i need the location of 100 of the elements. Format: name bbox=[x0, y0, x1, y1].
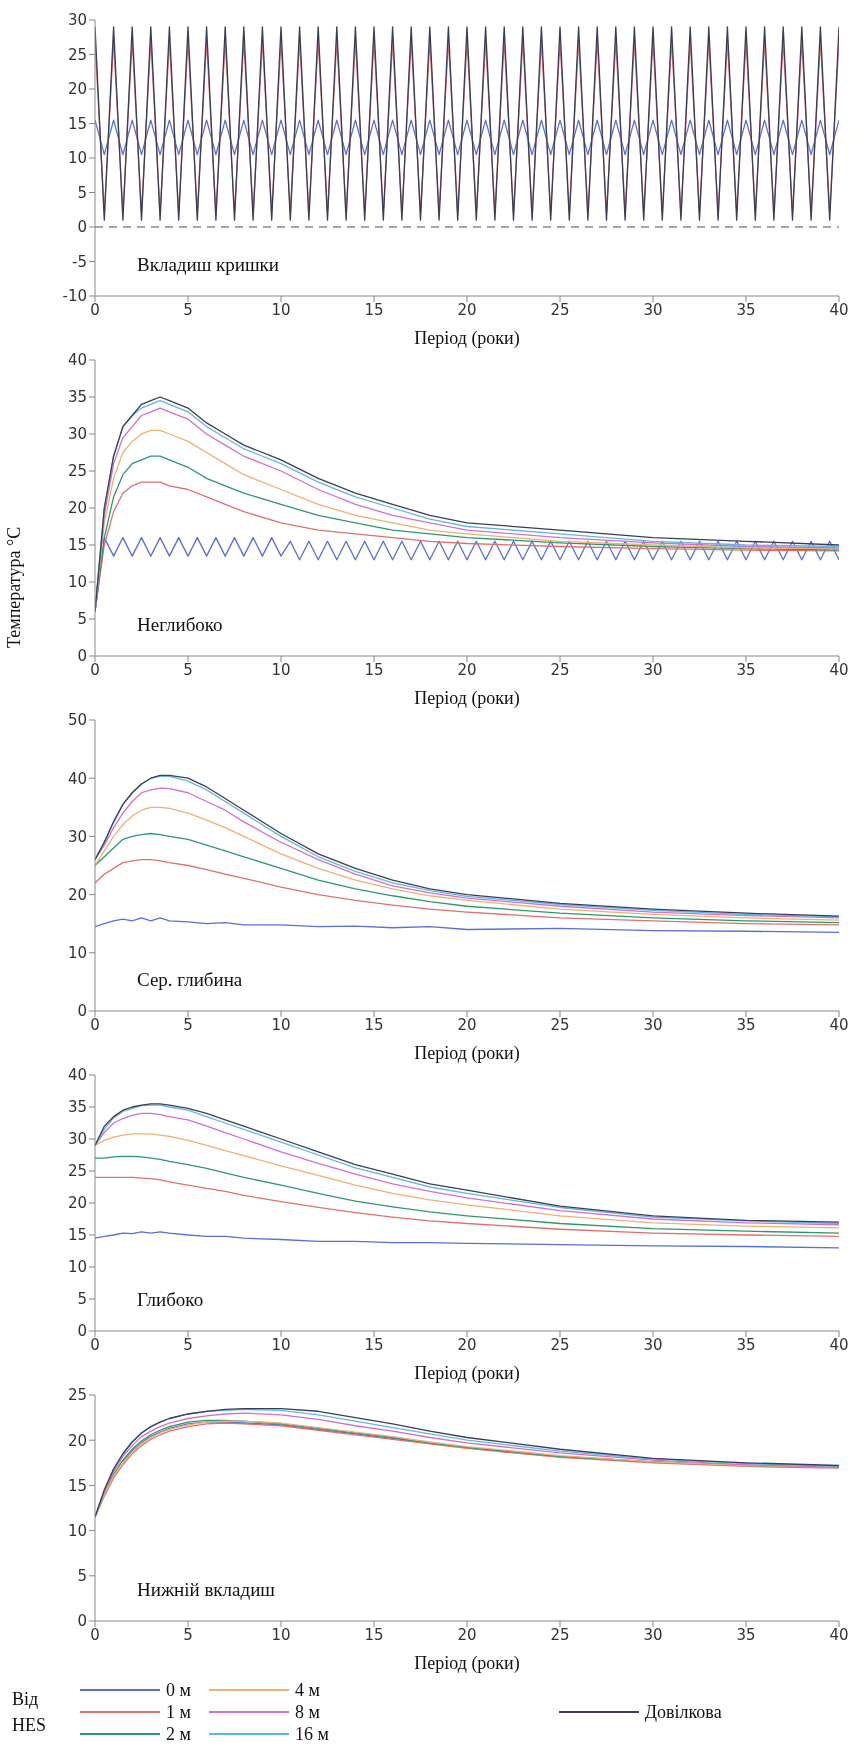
x-tick-label: 0 bbox=[90, 1625, 100, 1644]
annotation: Сер. глибина bbox=[137, 969, 243, 991]
x-tick-label: 15 bbox=[364, 660, 384, 679]
y-tick-label: 10 bbox=[67, 149, 87, 168]
line-series bbox=[95, 832, 839, 924]
legend-label: 8 м bbox=[294, 1701, 320, 1723]
y-tick-label: 35 bbox=[67, 388, 87, 407]
legend-title: Від HES bbox=[12, 1688, 47, 1737]
y-tick-label: 0 bbox=[77, 1612, 87, 1631]
x-tick-label: 30 bbox=[643, 1015, 663, 1034]
y-tick-label: 15 bbox=[67, 114, 87, 133]
x-tick-label: 15 bbox=[364, 1625, 384, 1644]
annotation: Неглибоко bbox=[137, 614, 223, 636]
line-series bbox=[95, 917, 839, 934]
legend-label: 0 м bbox=[166, 1679, 191, 1701]
line-series bbox=[95, 1176, 839, 1237]
y-tick-label: 20 bbox=[67, 1194, 87, 1213]
y-tick-label: 40 bbox=[67, 351, 87, 370]
y-tick-label: 25 bbox=[67, 1386, 87, 1405]
y-tick-label: 25 bbox=[67, 462, 87, 481]
y-tick-label: 0 bbox=[77, 1002, 87, 1021]
y-tick-label: 10 bbox=[67, 1521, 87, 1540]
x-tick-label: 30 bbox=[643, 300, 663, 319]
legend-label: 4 м bbox=[294, 1679, 320, 1701]
x-tick-label: 5 bbox=[183, 660, 193, 679]
y-tick-label: 20 bbox=[67, 885, 87, 904]
y-tick-label: 40 bbox=[67, 769, 87, 788]
y-tick-label: 5 bbox=[77, 1290, 87, 1309]
y-tick-label: 25 bbox=[67, 1162, 87, 1181]
y-tick-label: 10 bbox=[67, 944, 87, 963]
legend-label: 2 м bbox=[166, 1723, 191, 1745]
x-tick-label: 10 bbox=[271, 1015, 291, 1034]
x-axis-title: Період (роки) bbox=[414, 688, 520, 709]
x-tick-label: 35 bbox=[736, 1015, 756, 1034]
x-tick-label: 10 bbox=[271, 660, 291, 679]
y-tick-label: -5 bbox=[72, 252, 87, 271]
x-tick-label: 20 bbox=[457, 660, 477, 679]
x-tick-label: 35 bbox=[736, 660, 756, 679]
y-tick-label: -10 bbox=[62, 287, 87, 306]
x-tick-label: 25 bbox=[550, 660, 570, 679]
x-tick-label: 0 bbox=[90, 1335, 100, 1354]
y-tick-label: 0 bbox=[77, 1322, 87, 1341]
line-series bbox=[95, 1155, 839, 1234]
x-tick-label: 40 bbox=[829, 300, 849, 319]
y-tick-label: 30 bbox=[67, 11, 87, 30]
y-tick-label: 15 bbox=[67, 1226, 87, 1245]
y-tick-label: 30 bbox=[67, 425, 87, 444]
x-tick-label: 0 bbox=[90, 660, 100, 679]
x-tick-label: 30 bbox=[643, 1625, 663, 1644]
x-tick-label: 5 bbox=[183, 1015, 193, 1034]
x-tick-label: 25 bbox=[550, 1335, 570, 1354]
x-tick-label: 5 bbox=[183, 1625, 193, 1644]
y-tick-label: 5 bbox=[77, 183, 87, 202]
x-tick-label: 35 bbox=[736, 300, 756, 319]
x-tick-label: 10 bbox=[271, 1625, 291, 1644]
x-tick-label: 20 bbox=[457, 300, 477, 319]
y-tick-label: 20 bbox=[67, 80, 87, 99]
x-tick-label: 10 bbox=[271, 1335, 291, 1354]
x-tick-label: 25 bbox=[550, 1015, 570, 1034]
y-tick-label: 50 bbox=[67, 711, 87, 730]
y-tick-label: 40 bbox=[67, 1066, 87, 1085]
x-tick-label: 25 bbox=[550, 1625, 570, 1644]
y-axis-title: Температура °C bbox=[4, 526, 25, 648]
line-series bbox=[95, 806, 839, 921]
x-tick-label: 10 bbox=[271, 300, 291, 319]
x-tick-label: 20 bbox=[457, 1335, 477, 1354]
y-tick-label: 5 bbox=[77, 1567, 87, 1586]
y-tick-label: 20 bbox=[67, 499, 87, 518]
y-tick-label: 10 bbox=[67, 1258, 87, 1277]
x-axis-title: Період (роки) bbox=[414, 1043, 520, 1064]
x-tick-label: 30 bbox=[643, 660, 663, 679]
y-tick-label: 15 bbox=[67, 536, 87, 555]
annotation: Вкладиш кришки bbox=[137, 254, 279, 276]
y-tick-label: 15 bbox=[67, 1476, 87, 1495]
x-tick-label: 20 bbox=[457, 1015, 477, 1034]
y-tick-label: 25 bbox=[67, 45, 87, 64]
y-tick-label: 10 bbox=[67, 573, 87, 592]
y-tick-label: 30 bbox=[67, 1130, 87, 1149]
x-tick-label: 40 bbox=[829, 660, 849, 679]
x-axis-title: Період (роки) bbox=[414, 1363, 520, 1384]
x-tick-label: 35 bbox=[736, 1625, 756, 1644]
y-tick-label: 20 bbox=[67, 1431, 87, 1450]
y-tick-label: 30 bbox=[67, 827, 87, 846]
y-tick-label: 35 bbox=[67, 1098, 87, 1117]
y-tick-label: 0 bbox=[77, 647, 87, 666]
line-series bbox=[95, 1231, 839, 1249]
line-series bbox=[95, 859, 839, 926]
legend-label: 1 м bbox=[166, 1701, 191, 1723]
x-tick-label: 15 bbox=[364, 300, 384, 319]
x-tick-label: 40 bbox=[829, 1625, 849, 1644]
x-tick-label: 0 bbox=[90, 1015, 100, 1034]
legend-label: 16 м bbox=[294, 1723, 329, 1745]
x-tick-label: 40 bbox=[829, 1335, 849, 1354]
x-tick-label: 15 bbox=[364, 1015, 384, 1034]
x-tick-label: 25 bbox=[550, 300, 570, 319]
x-tick-label: 40 bbox=[829, 1015, 849, 1034]
x-tick-label: 20 bbox=[457, 1625, 477, 1644]
x-tick-label: 0 bbox=[90, 300, 100, 319]
y-tick-label: 5 bbox=[77, 610, 87, 629]
annotation: Глибоко bbox=[137, 1289, 204, 1311]
